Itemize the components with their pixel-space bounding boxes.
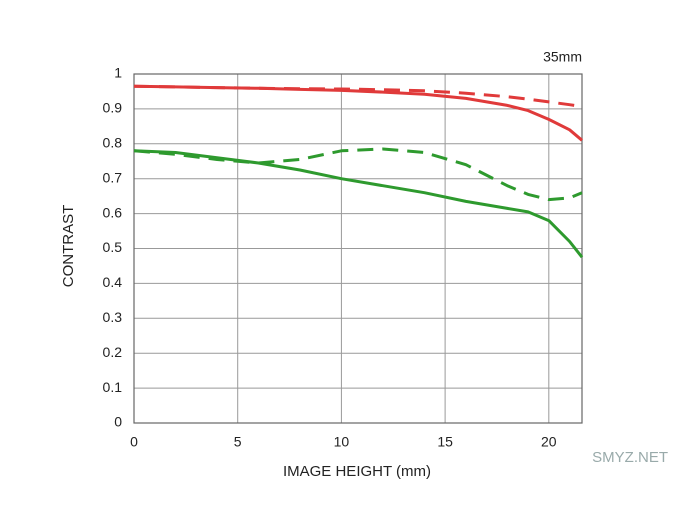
y-tick-label: 0.9 bbox=[103, 100, 123, 116]
chart-title: 35mm bbox=[543, 49, 582, 65]
x-tick-label: 10 bbox=[334, 434, 350, 450]
y-tick-label: 0.4 bbox=[103, 274, 123, 290]
x-axis-label: IMAGE HEIGHT (mm) bbox=[283, 463, 431, 480]
y-tick-label: 0.7 bbox=[103, 169, 123, 185]
x-tick-label: 0 bbox=[130, 434, 138, 450]
y-tick-label: 0.3 bbox=[103, 309, 123, 325]
y-tick-label: 1 bbox=[114, 65, 122, 81]
y-tick-label: 0 bbox=[114, 414, 122, 430]
y-tick-label: 0.1 bbox=[103, 379, 123, 395]
plot-frame bbox=[133, 73, 583, 424]
x-tick-label: 5 bbox=[234, 434, 242, 450]
y-tick-label: 0.8 bbox=[103, 135, 123, 151]
mtf-line bbox=[133, 84, 583, 108]
watermark: SMYZ.NET bbox=[592, 449, 668, 466]
x-tick-label: 15 bbox=[437, 434, 453, 450]
mtf-line bbox=[133, 147, 583, 202]
y-tick-label: 0.2 bbox=[103, 344, 123, 360]
x-tick-label: 20 bbox=[541, 434, 557, 450]
y-tick-label: 0.6 bbox=[103, 204, 123, 220]
y-tick-label: 0.5 bbox=[103, 239, 123, 255]
y-axis-label: CONTRAST bbox=[60, 205, 77, 288]
